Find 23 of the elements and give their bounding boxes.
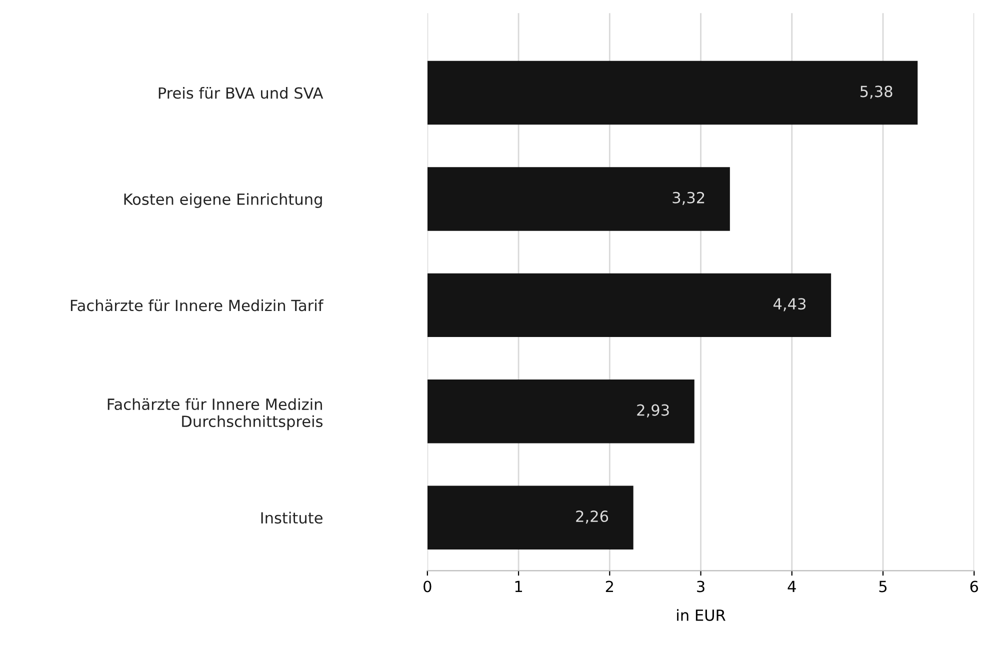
x-tick-label: 0 (424, 580, 432, 592)
data-label: 4,43 (773, 298, 806, 312)
y-tick-label: Fachärzte für Innere Medizin Durchschnittspreis (108, 398, 323, 430)
x-tick-label: 4 (788, 580, 796, 592)
y-tick-label: Institute (261, 512, 322, 524)
bar (427, 167, 730, 231)
x-tick-label: 2 (606, 580, 613, 592)
x-tick-label: 5 (879, 580, 887, 592)
x-tick-label: 1 (515, 580, 522, 592)
bar (427, 273, 832, 338)
data-label: 5,38 (860, 86, 892, 99)
x-tick-label: 6 (970, 580, 978, 592)
y-tick-label: Fachärzte für Innere Medizin Tarif (70, 299, 324, 312)
bar (427, 60, 918, 125)
x-tick-label: 3 (697, 580, 704, 592)
bar (427, 380, 694, 444)
data-label: 3,32 (672, 192, 704, 205)
bar (427, 486, 634, 550)
y-tick-label: Preis für BVA und SVA (158, 86, 324, 99)
y-tick-label: Kosten eigene Einrichtung (124, 193, 322, 208)
data-label: 2,93 (637, 404, 669, 418)
x-axis-title: in EUR (677, 609, 726, 621)
data-label: 2,26 (576, 510, 608, 524)
